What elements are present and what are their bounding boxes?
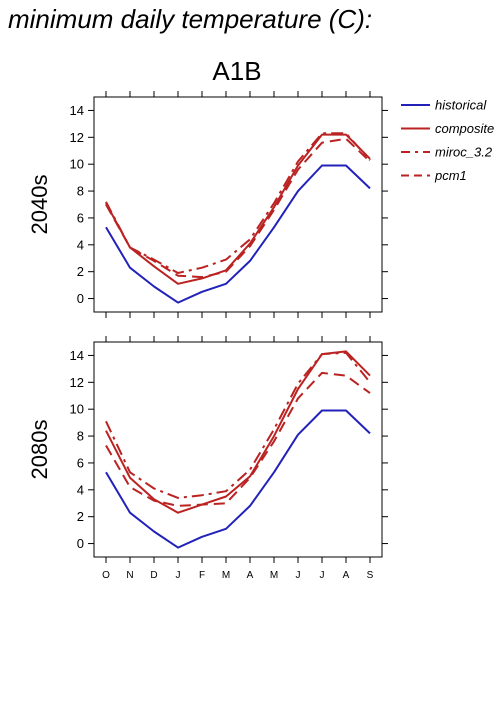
series-line-miroc-3-2 [105, 132, 371, 274]
x-tick-label: M [222, 570, 230, 581]
legend-label: miroc_3.2 [435, 145, 493, 160]
x-tick-label: M [270, 570, 278, 581]
y-tick-label: 8 [77, 429, 84, 444]
x-tick-label: N [126, 570, 133, 581]
plot-frame [93, 341, 383, 558]
series-line-composite [105, 350, 371, 514]
y-tick-label: 4 [77, 237, 84, 252]
x-tick-label: J [320, 570, 325, 581]
series-line-pcm1 [105, 371, 371, 507]
y-tick-label: 10 [70, 157, 84, 172]
row-label: 2040s [27, 175, 52, 235]
legend-label: composite [435, 121, 494, 136]
legend: historical composite miroc_3.2 pcm1 [401, 98, 494, 183]
x-tick-label: A [247, 570, 254, 581]
x-tick-label: S [367, 570, 374, 581]
y-tick-label: 6 [77, 455, 84, 470]
legend-label: historical [435, 98, 487, 113]
series-line-historical [105, 164, 371, 304]
plot-frame [93, 96, 383, 313]
y-tick-label: 14 [70, 103, 84, 118]
chart-2080s: 0 2 4 6 8 10 12 14 O N D J F M A M J J A S 2080s [27, 336, 388, 581]
y-tick-label: 0 [77, 536, 84, 551]
y-tick-label: 12 [70, 130, 84, 145]
chart-2040s: 0 2 4 6 8 10 12 14 2040s [27, 91, 388, 318]
row-label: 2080s [27, 420, 52, 480]
series-line-historical [105, 409, 371, 549]
x-tick-label: O [102, 570, 110, 581]
x-tick-label: F [199, 570, 205, 581]
y-tick-label: 2 [77, 264, 84, 279]
y-tick-label: 0 [77, 291, 84, 306]
y-tick-label: 6 [77, 210, 84, 225]
y-tick-label: 12 [70, 375, 84, 390]
series-line-miroc-3-2 [105, 351, 371, 499]
page-title: minimum daily temperature (C): [8, 4, 373, 34]
series-line-pcm1 [105, 137, 371, 279]
legend-label: pcm1 [434, 168, 467, 183]
panel-title: A1B [212, 56, 261, 86]
x-tick-label: A [343, 570, 350, 581]
x-tick-label: J [296, 570, 301, 581]
y-tick-label: 10 [70, 402, 84, 417]
y-tick-label: 4 [77, 482, 84, 497]
y-tick-label: 14 [70, 348, 84, 363]
x-tick-label: J [176, 570, 181, 581]
x-tick-label: D [150, 570, 157, 581]
y-tick-label: 8 [77, 184, 84, 199]
y-tick-label: 2 [77, 509, 84, 524]
series-line-composite [105, 133, 371, 285]
